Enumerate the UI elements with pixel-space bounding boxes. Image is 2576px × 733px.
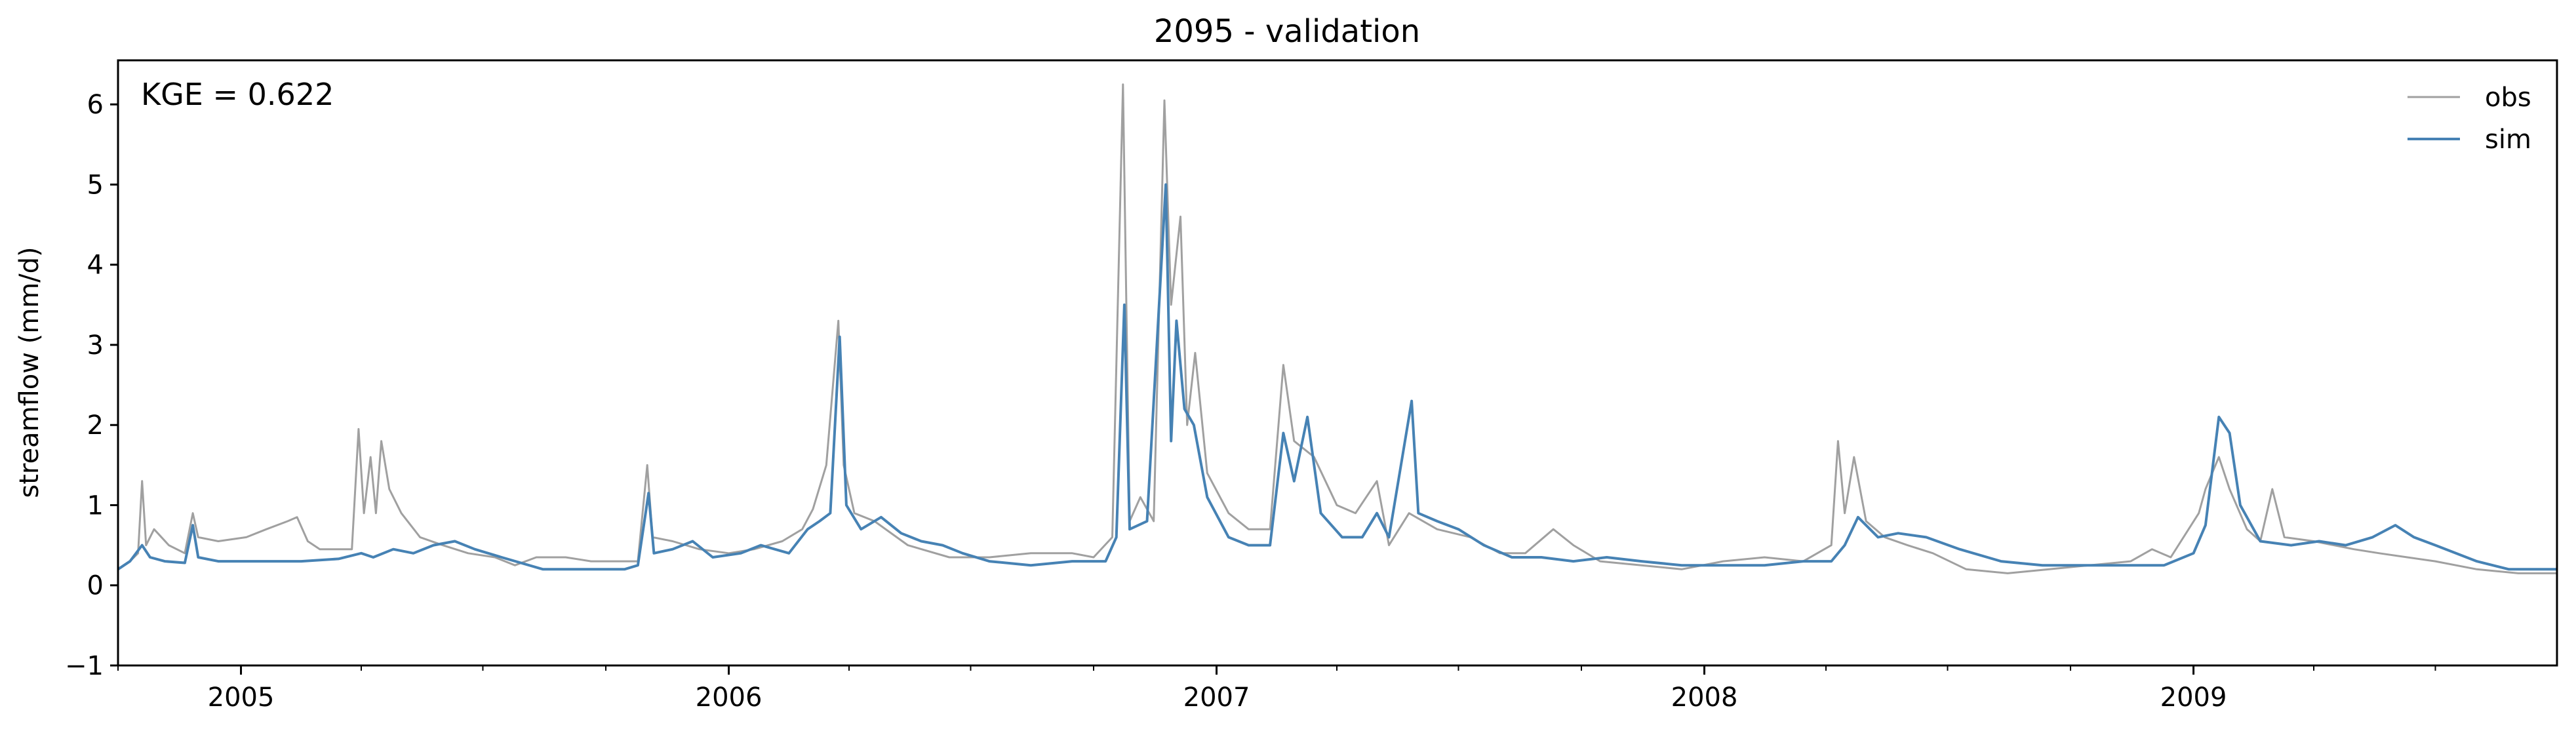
x-tick-label: 2007 — [1183, 683, 1250, 713]
x-tick-label: 2008 — [1671, 683, 1738, 713]
x-tick-label: 2006 — [696, 683, 763, 713]
series-line-obs — [118, 83, 2557, 574]
y-tick-label: 2 — [87, 410, 104, 441]
y-tick-label: 1 — [87, 490, 104, 521]
x-tick-label: 2009 — [2160, 683, 2227, 713]
legend-label-obs: obs — [2485, 83, 2531, 113]
y-axis-ticks: −1 0 1 2 3 4 5 6 — [65, 90, 118, 681]
x-tick-label: 2005 — [208, 683, 275, 713]
series-layer — [118, 83, 2557, 574]
y-tick-label: 5 — [87, 170, 104, 200]
plot-frame — [117, 59, 2558, 667]
y-tick-label: −1 — [65, 651, 104, 681]
y-tick-label: 6 — [87, 90, 104, 120]
chart-title: 2095 - validation — [1154, 13, 1420, 50]
plot-area — [118, 83, 2557, 574]
x-axis-ticks: 2005 2006 2007 2008 2009 — [117, 665, 2436, 713]
kge-annotation: KGE = 0.622 — [141, 77, 334, 112]
y-tick-label: 4 — [87, 250, 104, 281]
y-axis-label: streamflow (mm/d) — [14, 247, 45, 498]
y-tick-label: 0 — [87, 571, 104, 601]
legend: obs sim — [2408, 83, 2531, 155]
y-tick-label: 3 — [87, 330, 104, 361]
series-line-sim — [118, 183, 2557, 571]
legend-label-sim: sim — [2485, 125, 2531, 155]
